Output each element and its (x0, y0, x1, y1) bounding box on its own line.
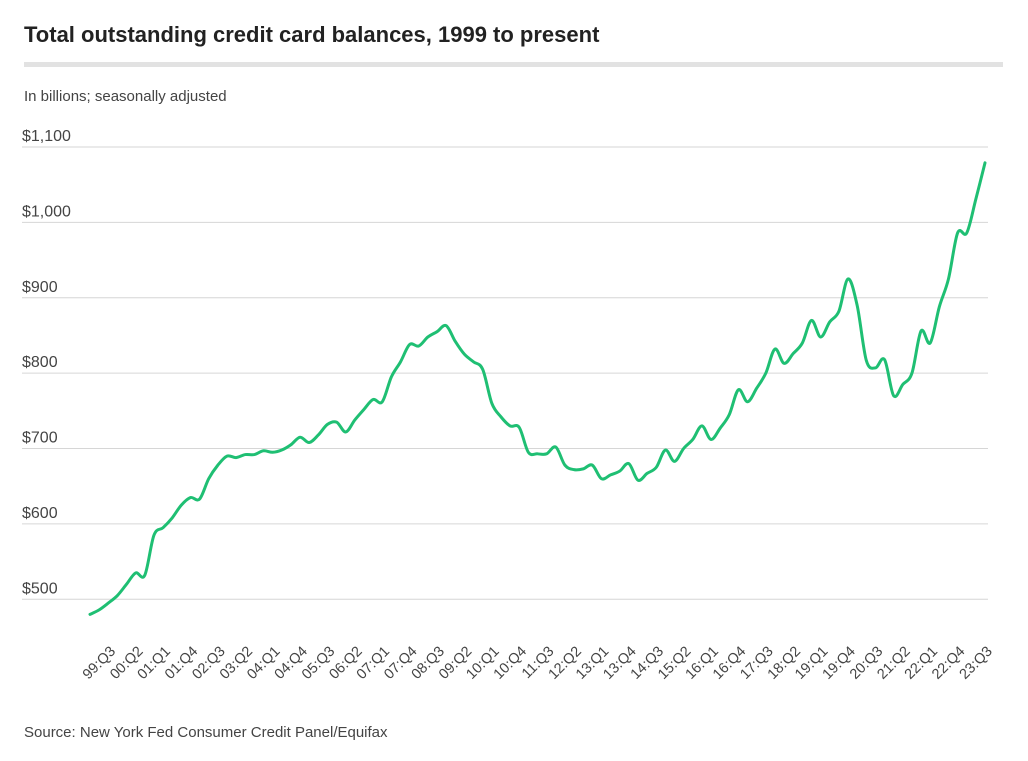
y-tick-label: $1,100 (22, 128, 71, 145)
y-tick-label: $600 (22, 505, 58, 522)
y-tick-label: $900 (22, 279, 58, 296)
y-tick-label: $800 (22, 354, 58, 371)
y-tick-label: $500 (22, 580, 58, 597)
title-rule (24, 62, 1003, 67)
data-line (88, 161, 987, 616)
source: Source: New York Fed Consumer Credit Pan… (24, 724, 388, 741)
y-tick-label: $700 (22, 430, 58, 447)
y-tick-label: $1,000 (22, 203, 71, 220)
chart-title: Total outstanding credit card balances, … (24, 22, 600, 47)
subtitle: In billions; seasonally adjusted (24, 88, 227, 105)
